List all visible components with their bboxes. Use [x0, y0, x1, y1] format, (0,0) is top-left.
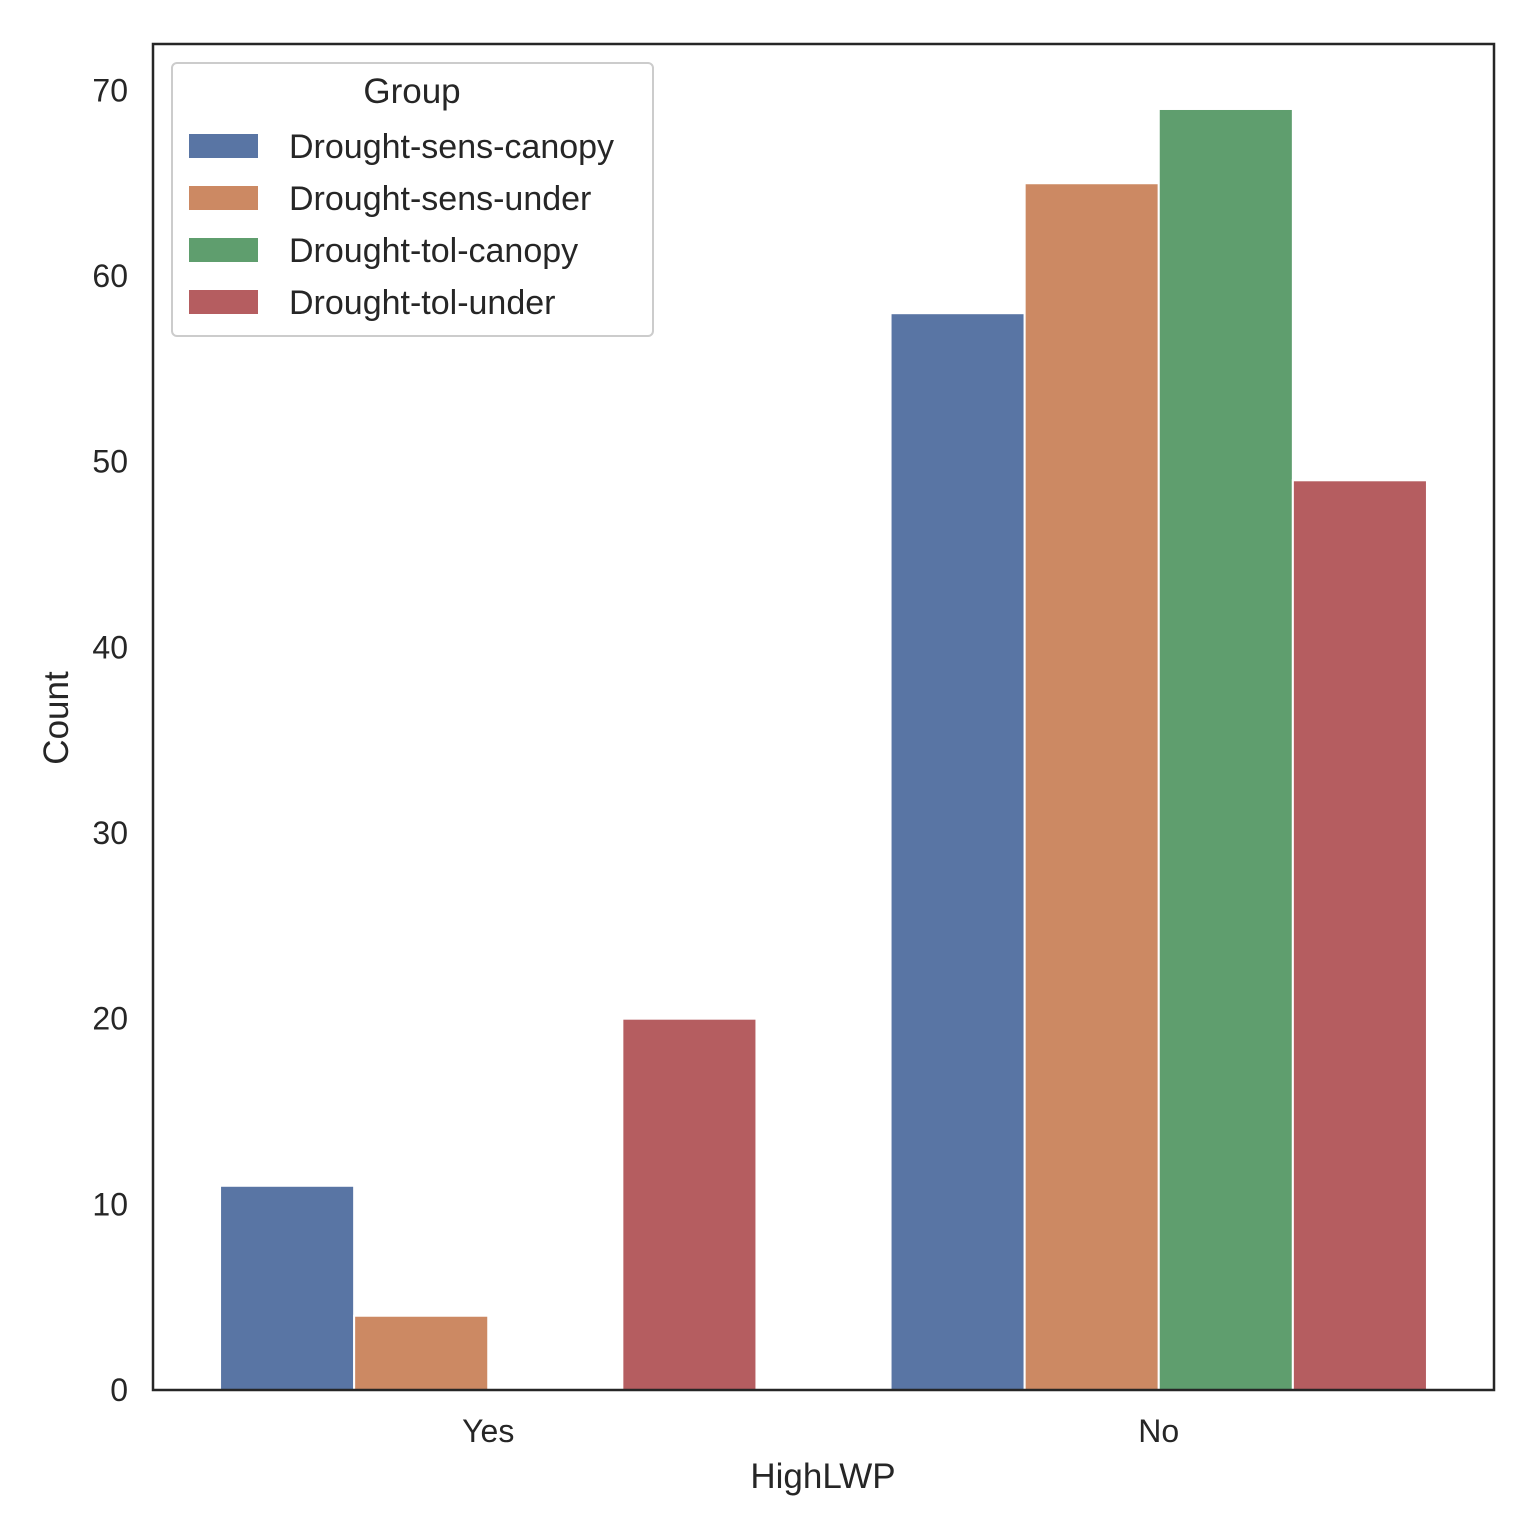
plot-frame [151, 42, 1496, 1392]
x-axis-label: HighLWP [750, 1457, 895, 1496]
bars-layer [219, 107, 1428, 1392]
y-tick-label: 50 [92, 444, 128, 480]
y-tick-label: 0 [110, 1372, 128, 1408]
legend-title: Group [363, 72, 460, 111]
legend-items: Drought-sens-canopy Drought-sens-under Dro… [189, 128, 614, 322]
y-tick-label: 40 [92, 629, 128, 665]
x-tick-label: Yes [462, 1413, 514, 1449]
y-tick-label: 30 [92, 815, 128, 851]
bar-yes-drought-sens-canopy [219, 1184, 356, 1391]
x-tick-label: No [1138, 1413, 1179, 1449]
bar-yes-drought-sens-under [353, 1314, 490, 1391]
bar-no-drought-sens-canopy [889, 312, 1026, 1392]
legend-label: Drought-sens-canopy [289, 128, 614, 166]
legend-box [171, 62, 654, 337]
legend-label: Drought-sens-under [289, 180, 591, 218]
legend: Group Drought-sens-canopy Drought-sens-un… [171, 62, 654, 337]
legend-swatch [189, 238, 258, 262]
y-tick-label: 60 [92, 258, 128, 294]
y-tick-labels: 0 10 20 30 40 50 60 70 [92, 72, 128, 1408]
y-tick-label: 70 [92, 72, 128, 108]
bar-yes-drought-tol-under [621, 1017, 758, 1391]
bar-no-drought-tol-under [1291, 479, 1428, 1391]
y-tick-label: 10 [92, 1186, 128, 1222]
legend-swatch [189, 290, 258, 314]
y-axis-label: Count [37, 671, 76, 765]
x-tick-labels: Yes No [462, 1413, 1179, 1449]
legend-label: Drought-tol-under [289, 284, 555, 322]
bar-no-drought-sens-under [1023, 182, 1160, 1392]
legend-swatch [189, 186, 258, 210]
legend-swatch [189, 134, 258, 158]
legend-label: Drought-tol-canopy [289, 232, 578, 270]
y-tick-label: 20 [92, 1001, 128, 1037]
bar-no-drought-tol-canopy [1157, 107, 1294, 1391]
